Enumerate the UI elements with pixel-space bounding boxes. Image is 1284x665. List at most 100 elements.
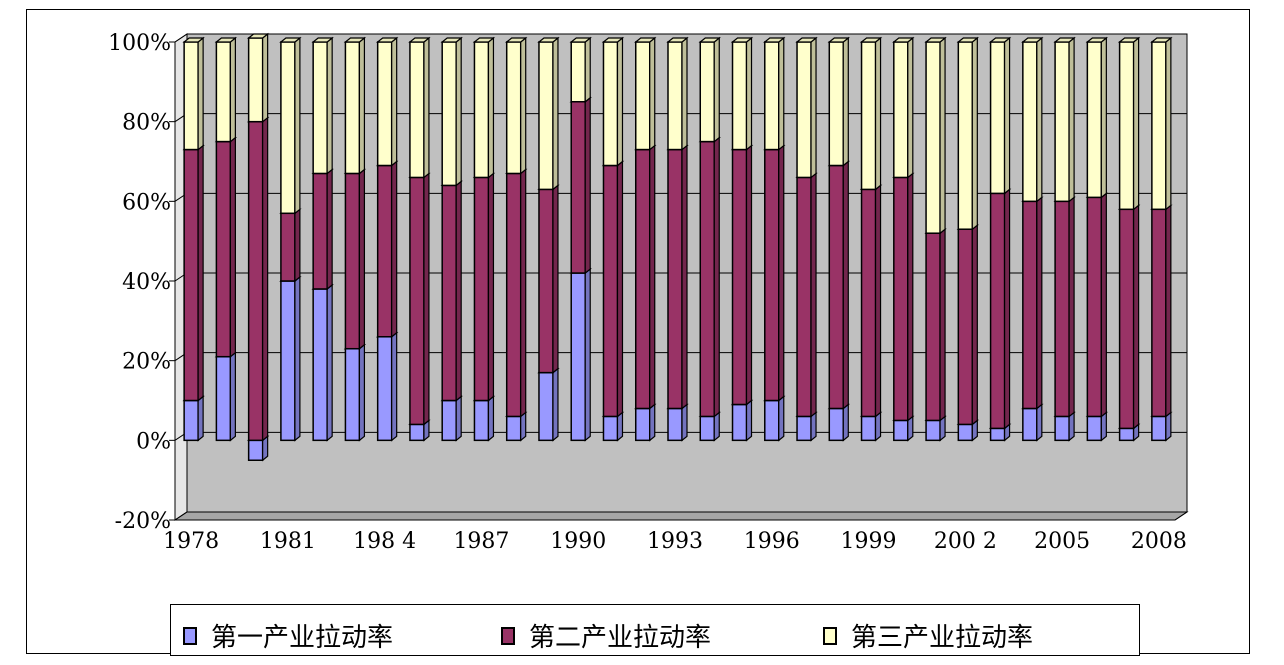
bar-2005-s3 [1054, 41, 1070, 203]
bar-1989-s3-top [537, 37, 560, 43]
gridline [174, 33, 1187, 43]
bar-1992-s3-top [634, 37, 657, 43]
bar-1981-s2-side [294, 208, 301, 283]
legend-swatch-tertiary [823, 626, 837, 645]
legend-item-primary: 第一产业拉动率 [183, 617, 393, 654]
bar-1989-s3 [538, 41, 554, 191]
y-tick-label: 60% [122, 190, 171, 215]
bar-1993-s1 [667, 407, 683, 442]
bar-2001-s3-top [924, 37, 947, 43]
x-tick-label: 198 4 [353, 529, 416, 554]
bar-1999-s2 [860, 188, 877, 418]
x-tick-label: 2008 [1131, 529, 1187, 554]
bar-1995-s2 [731, 148, 748, 406]
bar-2001-s3 [925, 41, 941, 234]
bar-2002-s3-top [956, 37, 980, 43]
bar-1985-s3-top [408, 37, 431, 43]
bar-1988-s3-top [504, 37, 528, 43]
legend-item-tertiary: 第三产业拉动率 [823, 617, 1033, 654]
bar-1999-s3-side [874, 36, 882, 191]
bar-1985-s2 [409, 176, 425, 426]
bar-2003-s2 [989, 192, 1006, 430]
bar-1995-s1-side [745, 399, 753, 442]
bar-1982-s2 [312, 172, 328, 290]
bar-1980-s1 [247, 439, 264, 462]
bar-1981-s3-side [294, 36, 301, 215]
bar-1997-s1 [796, 415, 812, 442]
bar-1989-s2-side [552, 184, 559, 374]
bar-1992-s1 [634, 407, 651, 442]
bar-1998-s1-side [842, 403, 849, 442]
bar-1978-s3-side [197, 36, 204, 151]
legend-swatch-secondary [501, 626, 515, 645]
bar-2006-s2-side [1100, 192, 1107, 418]
bar-1989-s3-side [552, 36, 559, 191]
legend-label-primary: 第一产业拉动率 [211, 623, 394, 653]
bar-1982-s3-side [326, 36, 333, 175]
x-tick-label: 1996 [744, 529, 800, 554]
bar-1993-s1-side [681, 403, 688, 442]
bar-1979-s1 [215, 355, 232, 442]
x-tick-label: 1999 [841, 529, 897, 554]
bar-1982-s3-top [311, 37, 334, 43]
bar-1995-s3-top [730, 37, 754, 43]
y-tick-label: 80% [122, 111, 171, 136]
bar-1997-s3 [796, 41, 812, 179]
bar-1991-s2-side [616, 160, 624, 418]
bar-1996-s3-side [778, 36, 785, 151]
bar-1995-s3 [731, 41, 748, 151]
x-tick-label: 2005 [1034, 529, 1090, 554]
bar-1979-s3 [215, 41, 232, 143]
bar-2008-s3-side [1165, 36, 1172, 211]
bar-1982-s1-side [326, 283, 333, 442]
bar-2008-s2-side [1165, 204, 1172, 418]
legend-label-secondary: 第二产业拉动率 [529, 623, 712, 653]
bar-1986-s2 [441, 184, 457, 402]
bar-1989-s2 [538, 188, 554, 374]
bar-1990-s1 [570, 272, 586, 442]
bar-1992-s2 [634, 148, 651, 410]
bar-1990-s2-side [584, 96, 591, 275]
bar-2000-s2 [893, 176, 909, 422]
bar-1987-s3 [473, 41, 490, 179]
y-tick-label: 100% [108, 31, 171, 56]
y-tick-label: 0% [136, 429, 171, 454]
bar-2007-s2 [1118, 208, 1135, 430]
x-tick-label: 1981 [260, 529, 316, 554]
bar-1995-s3-side [745, 36, 753, 151]
bar-1996-s2 [764, 148, 780, 402]
bar-1991-s3-side [616, 36, 624, 167]
bar-2001-s2-side [939, 227, 946, 422]
bar-1987-s2 [473, 176, 490, 402]
bar-2002-s2 [957, 228, 974, 426]
bar-2006-s3 [1086, 41, 1103, 199]
bar-1982-s2-side [326, 168, 333, 291]
bar-1978-s2 [183, 148, 199, 402]
legend-label-tertiary: 第三产业拉动率 [851, 623, 1034, 653]
bar-1982-s3 [312, 41, 328, 175]
bar-2002-s1 [957, 423, 974, 442]
bar-1988-s3 [505, 41, 522, 175]
bar-2004-s1-side [1036, 403, 1043, 442]
legend: 第一产业拉动率 第二产业拉动率 第三产业拉动率 [170, 604, 1140, 656]
bar-1986-s3 [441, 41, 457, 187]
bar-1988-s1 [505, 415, 522, 442]
bar-2000-s2-side [907, 172, 914, 422]
legend-swatch-primary [183, 626, 197, 645]
x-tick-label: 1978 [163, 529, 219, 554]
bar-1996-s1 [764, 399, 780, 442]
bar-2006-s3-side [1100, 36, 1107, 199]
bar-2008-s3 [1151, 41, 1167, 211]
bar-1978-s1-side [197, 395, 204, 442]
bar-1986-s1-side [455, 395, 462, 442]
plot-floor [173, 511, 1189, 521]
bar-2006-s3-top [1085, 37, 1109, 43]
bar-1998-s3-top [827, 37, 851, 43]
bar-2003-s1 [989, 427, 1006, 442]
bar-1983-s2 [344, 172, 361, 350]
bar-1984-s3-side [391, 36, 398, 167]
bar-1980-s3-side [262, 32, 269, 123]
bar-1992-s3-side [649, 36, 656, 151]
bar-1994-s2-side [713, 136, 720, 418]
bar-1992-s2-side [649, 144, 656, 410]
